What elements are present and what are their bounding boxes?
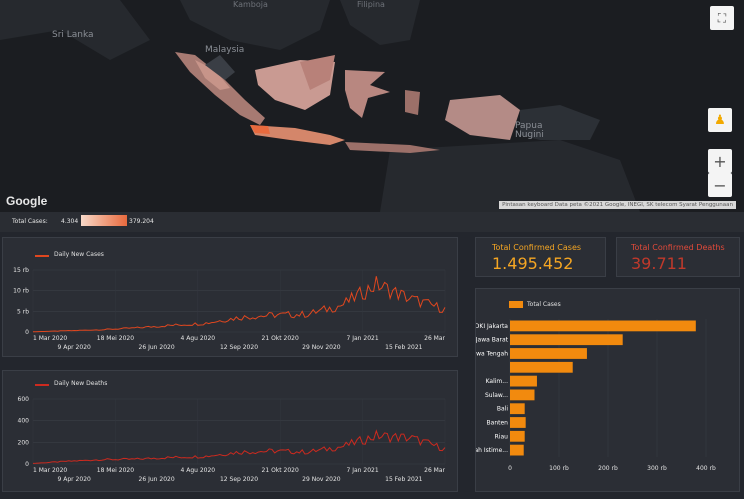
legend-swatch — [35, 255, 49, 257]
kpi-cases-value: 1.495.452 — [492, 254, 574, 273]
category-label: Daerah Istime... — [476, 447, 508, 454]
x-tick-label: 12 Sep 2020 — [220, 476, 258, 483]
x-tick-label: 9 Apr 2020 — [58, 344, 91, 351]
kpi-confirmed-deaths: Total Confirmed Deaths 39.711 — [616, 237, 740, 277]
map-label-filipina: Filipina — [357, 0, 385, 9]
x-tick-label: 21 Okt 2020 — [262, 467, 299, 474]
x-tick-label: 100 rb — [549, 465, 569, 472]
google-logo: Google — [6, 194, 48, 208]
x-tick-label: 29 Nov 2020 — [302, 344, 341, 351]
x-tick-label: 7 Jan 2021 — [347, 335, 379, 342]
zoom-out-button[interactable]: − — [708, 173, 732, 197]
street-view-pegman[interactable]: ♟ — [708, 108, 732, 132]
plus-icon: + — [713, 151, 727, 171]
x-tick-label: 29 Nov 2020 — [302, 476, 341, 483]
x-tick-label: 1 Mar 2020 — [33, 335, 67, 342]
x-tick-label: 300 rb — [647, 465, 667, 472]
indonesia-choropleth — [0, 0, 640, 212]
legend-swatch — [35, 384, 49, 386]
category-label: Jawa Barat — [476, 337, 509, 344]
bar — [510, 375, 537, 387]
bar — [510, 334, 623, 346]
map-label-papua-nugini: Papua Nugini — [515, 121, 544, 140]
y-tick-label: 0 — [25, 461, 29, 468]
x-tick-label: 26 Jun 2020 — [139, 344, 175, 351]
bar — [510, 417, 526, 428]
x-tick-label: 26 Jun 2020 — [139, 476, 175, 483]
bar — [510, 444, 524, 456]
legend-max: 379.204 — [129, 218, 154, 225]
bar — [510, 320, 696, 332]
bar — [510, 430, 525, 442]
kpi-deaths-label: Total Confirmed Deaths — [631, 243, 725, 252]
series-line — [32, 429, 446, 464]
total-cases-bar-panel: Total Cases 0 100 rb 200 rb 300 rb 400 rb DKI… — [475, 288, 740, 492]
series-line — [32, 276, 446, 333]
legend-total-cases: Total Cases — [527, 301, 561, 308]
y-tick-label: 600 — [18, 396, 30, 403]
y-tick-label: 0 — [25, 329, 29, 336]
y-tick-label: 10 rb — [13, 288, 29, 295]
x-tick-label: 1 Mar 2020 — [33, 467, 67, 474]
daily-deaths-panel: Daily New Deaths 0 200 400 600 1 Mar 2020 18 … — [2, 370, 458, 492]
map-label-sri-lanka: Sri Lanka — [52, 30, 94, 40]
x-tick-label: 12 Sep 2020 — [220, 344, 258, 351]
zoom-in-button[interactable]: + — [708, 149, 732, 173]
map-attribution[interactable]: Pintasan keyboard Data peta ©2021 Google… — [499, 201, 736, 209]
kpi-deaths-value: 39.711 — [631, 254, 687, 273]
daily-cases-panel: Daily New Cases 0 5 rb 10 rb 15 rb 1 Mar 202… — [2, 237, 458, 357]
category-label: Kalim... — [486, 378, 508, 385]
x-tick-label: 0 — [508, 465, 512, 472]
y-tick-label: 5 rb — [17, 308, 29, 315]
x-tick-label: 21 Okt 2020 — [262, 335, 299, 342]
x-tick-label: 18 Mei 2020 — [97, 335, 134, 342]
x-tick-label: 15 Feb 2021 — [385, 476, 423, 483]
category-label: Riau — [495, 433, 509, 440]
x-tick-label: 4 Agu 2020 — [180, 467, 215, 474]
x-tick-label: 26 Mar — [424, 467, 445, 474]
legend-label: Total Cases: — [12, 218, 48, 225]
x-tick-label: 7 Jan 2021 — [347, 467, 379, 474]
x-tick-label: 9 Apr 2020 — [58, 476, 91, 483]
bar — [510, 361, 573, 373]
map-color-legend: Total Cases: 4.304 379.204 — [0, 212, 744, 232]
category-label: Sulaw... — [485, 392, 508, 399]
x-tick-label: 400 rb — [696, 465, 716, 472]
x-tick-label: 4 Agu 2020 — [180, 335, 215, 342]
fullscreen-icon: ⛶ — [717, 10, 727, 25]
kpi-confirmed-cases: Total Confirmed Cases 1.495.452 — [475, 237, 606, 277]
category-label: Bali — [497, 406, 508, 413]
legend-min: 4.304 — [61, 218, 79, 225]
x-tick-label: 15 Feb 2021 — [385, 344, 423, 351]
category-label: DKI Jakarta — [476, 323, 508, 330]
y-tick-label: 200 — [18, 439, 30, 446]
map[interactable]: Kamboja Sri Lanka Filipina Malaysia Papu… — [0, 0, 744, 212]
y-tick-label: 15 rb — [13, 267, 29, 274]
x-tick-label: 200 rb — [598, 465, 618, 472]
legend-swatch — [509, 301, 523, 308]
legend-gradient — [81, 215, 127, 226]
x-tick-label: 18 Mei 2020 — [97, 467, 134, 474]
category-label: Jawa Tengah — [476, 351, 508, 358]
bar — [510, 389, 535, 401]
map-label-malaysia: Malaysia — [205, 45, 245, 55]
bar — [510, 348, 587, 359]
map-label-kamboja: Kamboja — [233, 0, 268, 9]
category-label: Banten — [487, 420, 509, 427]
total-cases-bar-chart[interactable]: 0 100 rb 200 rb 300 rb 400 rb DKI Jakarta Jawa… — [476, 289, 741, 493]
bar — [510, 403, 525, 415]
fullscreen-button[interactable]: ⛶ — [710, 6, 734, 30]
daily-cases-chart[interactable]: 0 5 rb 10 rb 15 rb 1 Mar 2020 18 Mei 2020 4 Ag… — [3, 238, 459, 358]
daily-deaths-chart[interactable]: 0 200 400 600 1 Mar 2020 18 Mei 2020 4 Agu 202… — [3, 371, 459, 493]
legend-daily-new-deaths: Daily New Deaths — [54, 380, 108, 387]
x-tick-label: 26 Mar — [424, 335, 445, 342]
y-tick-label: 400 — [18, 418, 30, 425]
kpi-cases-label: Total Confirmed Cases — [492, 243, 582, 252]
legend-daily-new-cases: Daily New Cases — [54, 251, 104, 258]
minus-icon: − — [713, 175, 727, 195]
pegman-icon: ♟ — [714, 112, 726, 128]
